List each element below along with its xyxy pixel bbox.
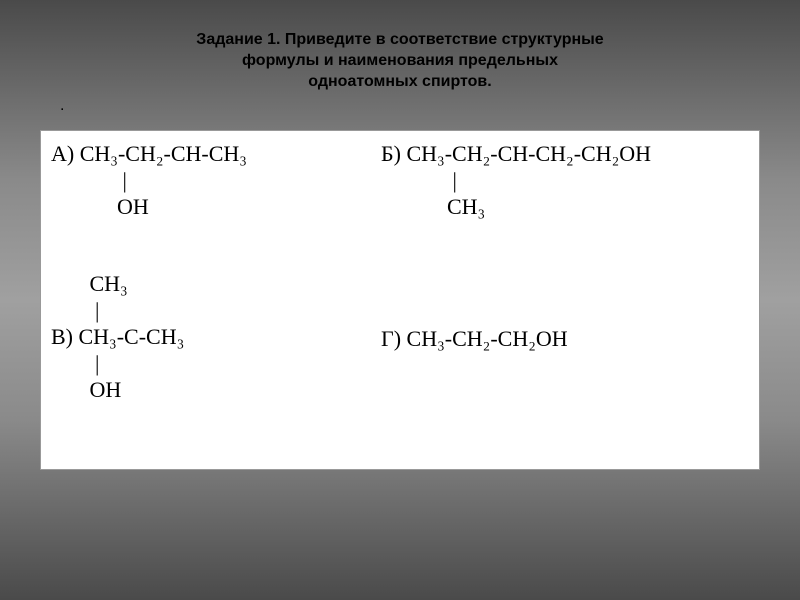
structure-v-top: CH₃ (51, 271, 128, 296)
title-line-1: Задание 1. Приведите в соответствие стру… (40, 30, 760, 51)
structure-b-sub: CH₃ (381, 194, 485, 219)
formula-block: А) CH₃-CH₂-CH-CH₃ | OH Б) CH₃-CH₂-CH-CH₂… (40, 130, 760, 470)
task-title: Задание 1. Приведите в соответствие стру… (40, 30, 760, 92)
structure-v-topbond: | (51, 298, 99, 323)
structure-b-bond: | (381, 168, 457, 193)
title-line-3: одноатомных спиртов. (40, 72, 760, 93)
structure-a-chain: А) CH₃-CH₂-CH-CH₃ (51, 141, 247, 166)
structure-v-sub: OH (51, 377, 121, 402)
structure-b-chain: Б) CH₃-CH₂-CH-CH₂-CH₂OH (381, 141, 651, 166)
structure-v-bond: | (51, 351, 99, 376)
structure-v: CH₃ | В) CH₃-C-CH₃ | OH (51, 271, 184, 403)
slide-container: Задание 1. Приведите в соответствие стру… (0, 0, 800, 600)
dot-text: . (60, 97, 760, 115)
structure-g-chain: Г) CH₃-CH₂-CH₂OH (381, 326, 568, 351)
structure-v-chain: В) CH₃-C-CH₃ (51, 324, 184, 349)
structure-b: Б) CH₃-CH₂-CH-CH₂-CH₂OH | CH₃ (381, 141, 651, 220)
structure-a-sub: OH (51, 194, 149, 219)
title-line-2: формулы и наименования предельных (40, 51, 760, 72)
structure-a: А) CH₃-CH₂-CH-CH₃ | OH (51, 141, 247, 220)
structure-a-bond: | (51, 168, 127, 193)
structure-g: Г) CH₃-CH₂-CH₂OH (381, 326, 568, 352)
